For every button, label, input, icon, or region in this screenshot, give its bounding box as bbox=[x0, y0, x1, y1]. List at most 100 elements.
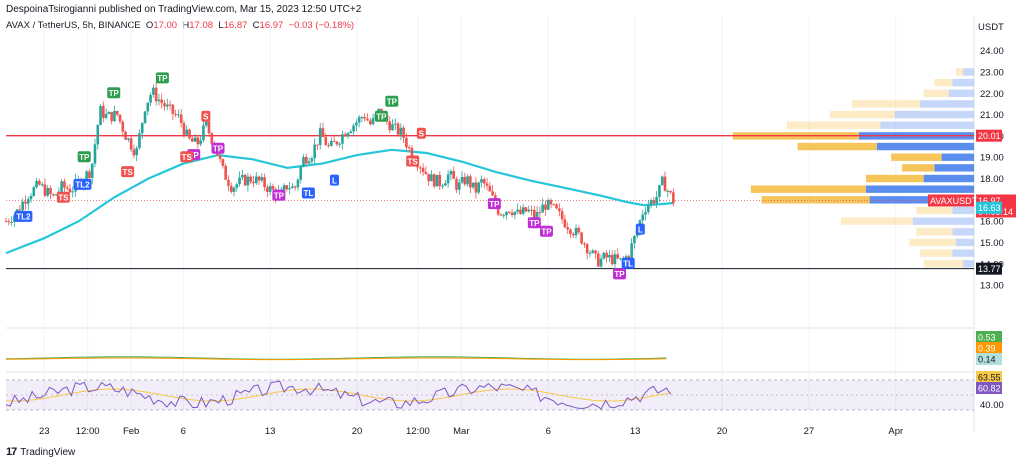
signal-marker: S bbox=[416, 127, 426, 139]
signal-marker-box bbox=[539, 225, 553, 237]
volume-profile-up-bar bbox=[952, 206, 974, 215]
candle-up bbox=[260, 177, 264, 181]
candle-down bbox=[24, 201, 27, 204]
signal-marker-label: TS bbox=[123, 168, 134, 177]
candle-down bbox=[424, 171, 428, 174]
candle-up bbox=[238, 177, 241, 185]
candle-up bbox=[318, 128, 322, 145]
signal-marker: TP bbox=[385, 95, 399, 107]
candle-down bbox=[4, 221, 8, 223]
candle-up bbox=[546, 200, 550, 210]
volume-profile-down-bar bbox=[786, 121, 881, 129]
candles bbox=[4, 81, 675, 271]
volume-profile-down-bar bbox=[797, 142, 877, 151]
candle-up bbox=[633, 235, 636, 244]
candle-down bbox=[368, 120, 372, 125]
candle-up bbox=[54, 194, 58, 196]
signal-marker-box bbox=[272, 189, 286, 201]
rsi-value-a-tag-box bbox=[976, 371, 1002, 383]
candle-down bbox=[266, 187, 269, 192]
candle-down bbox=[510, 212, 514, 216]
signal-marker: TP bbox=[155, 72, 169, 84]
signal-marker-label: TP bbox=[541, 228, 552, 237]
candle-up bbox=[138, 133, 141, 149]
candle-up bbox=[444, 183, 447, 186]
candle-up bbox=[655, 196, 658, 204]
volume-profile-down-bar bbox=[923, 260, 964, 268]
last-price-tag-label: 16.97 bbox=[978, 196, 1001, 206]
signal-marker-label: TP bbox=[109, 89, 120, 98]
time-tick-label: 6 bbox=[546, 426, 551, 437]
candle-down bbox=[569, 229, 572, 234]
symbol-legend[interactable]: AVAX / TetherUS, 5h, BINANCE O17.00 H17.… bbox=[6, 20, 354, 31]
candle-down bbox=[102, 105, 105, 118]
candle-up bbox=[435, 174, 439, 187]
candle-up bbox=[357, 117, 361, 123]
volume-profile-up-bar bbox=[876, 142, 974, 151]
candle-up bbox=[135, 148, 138, 156]
signal-marker-label: L bbox=[638, 225, 643, 234]
signal-marker-box bbox=[155, 72, 169, 84]
ema-price-tag: 16.63 bbox=[976, 201, 1002, 214]
candle-up bbox=[241, 174, 244, 178]
candle-down bbox=[396, 123, 400, 135]
candle-down bbox=[563, 219, 567, 228]
signal-marker: TP bbox=[272, 189, 286, 201]
candle-up bbox=[371, 118, 375, 125]
candle-down bbox=[196, 137, 200, 145]
candle-down bbox=[549, 200, 553, 205]
price-tick-label: 21.00 bbox=[980, 110, 1004, 121]
candle-down bbox=[327, 145, 330, 147]
tradingview-brand[interactable]: 17 TradingView bbox=[6, 446, 75, 458]
signal-marker-label: TP bbox=[157, 74, 168, 83]
candle-up bbox=[235, 184, 239, 188]
signal-marker: TS bbox=[121, 166, 135, 178]
signal-marker-box bbox=[416, 127, 426, 139]
candle-down bbox=[363, 117, 366, 119]
time-tick-label: Apr bbox=[888, 426, 903, 437]
candle-up bbox=[149, 94, 152, 103]
signal-marker: S bbox=[201, 110, 211, 122]
time-tick-label: Mar bbox=[453, 426, 469, 437]
signal-marker: TP bbox=[539, 225, 553, 237]
signal-marker-box bbox=[406, 155, 420, 167]
ema-price-tag-box bbox=[976, 201, 1002, 214]
candle-down bbox=[343, 134, 347, 137]
candle-down bbox=[482, 179, 486, 184]
signal-marker: TP bbox=[211, 142, 225, 154]
candle-down bbox=[672, 192, 675, 204]
candle-down bbox=[594, 250, 597, 254]
candle-down bbox=[499, 214, 503, 216]
volume-profile-down-bar bbox=[902, 164, 935, 172]
candle-down bbox=[538, 212, 542, 214]
candle-down bbox=[243, 174, 247, 186]
candle-down bbox=[221, 159, 225, 166]
candle-down bbox=[544, 204, 547, 210]
candle-up bbox=[460, 176, 464, 183]
ema-line bbox=[5, 148, 674, 255]
candle-down bbox=[188, 129, 191, 139]
volume-profile-down-bar bbox=[920, 249, 953, 257]
candle-down bbox=[49, 187, 52, 195]
candle-down bbox=[65, 187, 69, 189]
candle-down bbox=[580, 232, 583, 244]
level-lines bbox=[6, 134, 974, 270]
candle-up bbox=[35, 180, 38, 188]
candle-up bbox=[199, 140, 202, 145]
candle-up bbox=[202, 125, 205, 141]
price-tick-label: 15.00 bbox=[980, 238, 1004, 249]
candle-up bbox=[96, 125, 100, 145]
candle-up bbox=[146, 102, 150, 112]
candle-up bbox=[32, 187, 36, 196]
signal-marker-label: TP bbox=[213, 144, 224, 153]
osc-value-c-tag-box bbox=[976, 353, 1002, 365]
signal-marker-box bbox=[635, 223, 645, 235]
close-label: C bbox=[252, 20, 260, 31]
candle-up bbox=[85, 171, 88, 181]
candle-up bbox=[291, 186, 294, 189]
signal-marker-box bbox=[385, 95, 399, 107]
volume-profile-up-bar bbox=[956, 238, 974, 247]
candle-down bbox=[305, 157, 308, 164]
candle-down bbox=[571, 233, 575, 236]
